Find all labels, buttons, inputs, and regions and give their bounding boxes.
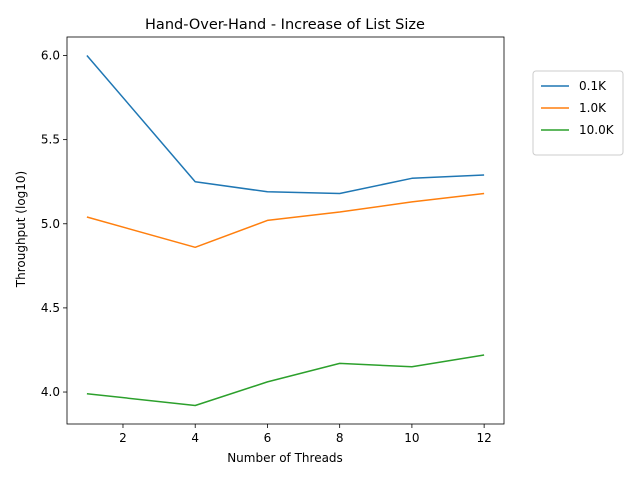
x-tick-label-5: 12 <box>476 431 491 445</box>
x-tick-label-4: 10 <box>404 431 419 445</box>
chart-title: Hand-Over-Hand - Increase of List Size <box>145 17 425 33</box>
legend-label-2: 10.0K <box>579 123 615 137</box>
x-axis-label: Number of Threads <box>227 451 343 465</box>
series-line-1 <box>86 192 485 249</box>
legend-label-0: 0.1K <box>579 79 607 93</box>
y-axis-label: Throughput (log10) <box>14 171 28 288</box>
y-tick-label-1: 4.5 <box>41 301 60 315</box>
legend-box <box>532 70 624 156</box>
y-tick-label-2: 5.0 <box>41 217 60 231</box>
series-line-0 <box>86 55 485 195</box>
series-line-2 <box>86 354 485 407</box>
y-tick-label-4: 6.0 <box>41 49 60 63</box>
x-tick-label-3: 8 <box>336 431 344 445</box>
y-tick-label-3: 5.5 <box>41 133 60 147</box>
legend-label-1: 1.0K <box>579 101 607 115</box>
legend: 0.1K 1.0K 10.0K <box>532 70 624 156</box>
x-tick-label-1: 4 <box>191 431 199 445</box>
plot-area: 2 4 6 8 10 12 4.0 4.5 5.0 5.5 6.0 <box>41 36 505 445</box>
x-tick-label-0: 2 <box>119 431 127 445</box>
x-tick-label-2: 6 <box>264 431 272 445</box>
y-tick-label-0: 4.0 <box>41 385 60 399</box>
axes-frame <box>66 36 505 425</box>
